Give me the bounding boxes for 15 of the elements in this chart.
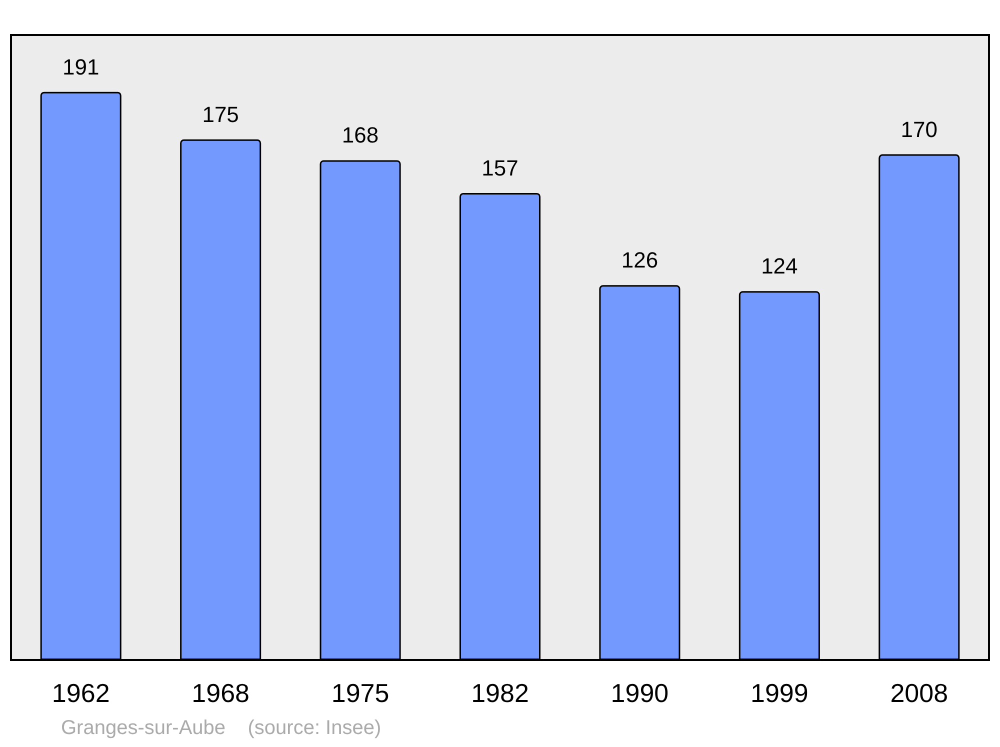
x-tick-label: 1962	[52, 678, 110, 708]
x-tick-label: 1999	[750, 678, 808, 708]
data-label: 124	[761, 254, 798, 279]
text: Granges-sur-Aube (source: Insee)	[61, 717, 382, 739]
x-tick-label: 2008	[890, 678, 948, 708]
data-label: 170	[900, 116, 938, 142]
data-label: 157	[482, 155, 518, 180]
x-tick-label: 1968	[192, 678, 250, 708]
data-label: 168	[342, 122, 379, 148]
x-tick-label: 1982	[471, 678, 529, 708]
data-label: 175	[202, 102, 239, 127]
x-tick-label: 1975	[331, 678, 390, 708]
data-label: 191	[62, 54, 100, 80]
x-tick-label: 1990	[610, 678, 669, 708]
data-label: 126	[621, 248, 658, 273]
